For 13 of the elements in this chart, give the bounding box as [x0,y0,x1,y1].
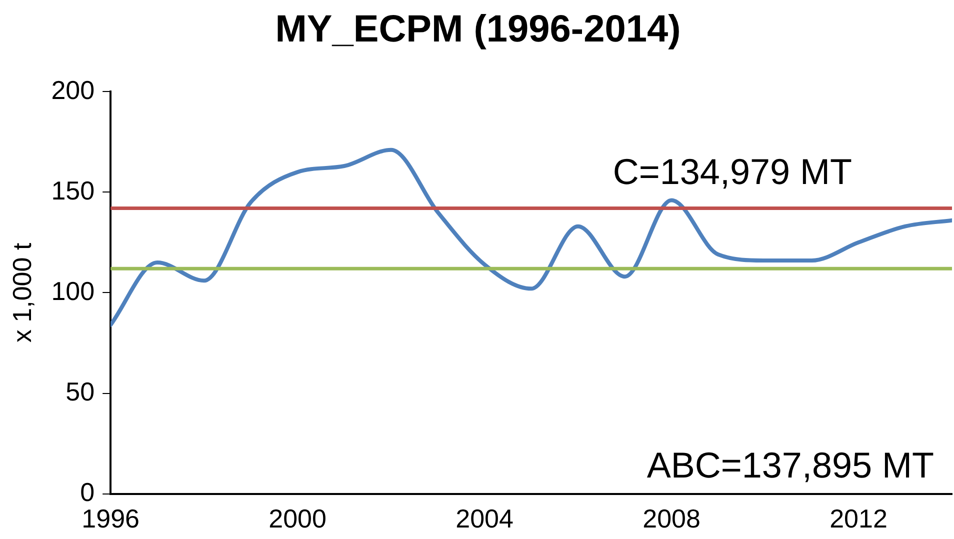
line-series [110,148,952,327]
x-tick-label: 2008 [642,504,700,534]
y-tick-label: 150 [51,175,95,206]
y-tick-label: 200 [51,74,95,105]
annotation: C=134,979 MT [612,151,852,192]
y-axis-title: x 1,000 t [6,242,37,343]
y-tick-label: 100 [51,276,95,306]
x-tick-label: 2012 [830,504,888,534]
chart-title: MY_ECPM (1996-2014) [275,8,681,50]
x-tick-label: 2004 [456,504,514,534]
x-tick-label: 2000 [268,504,326,534]
y-tick-label: 50 [66,376,95,406]
annotation: ABC=137,895 MT [646,444,934,486]
